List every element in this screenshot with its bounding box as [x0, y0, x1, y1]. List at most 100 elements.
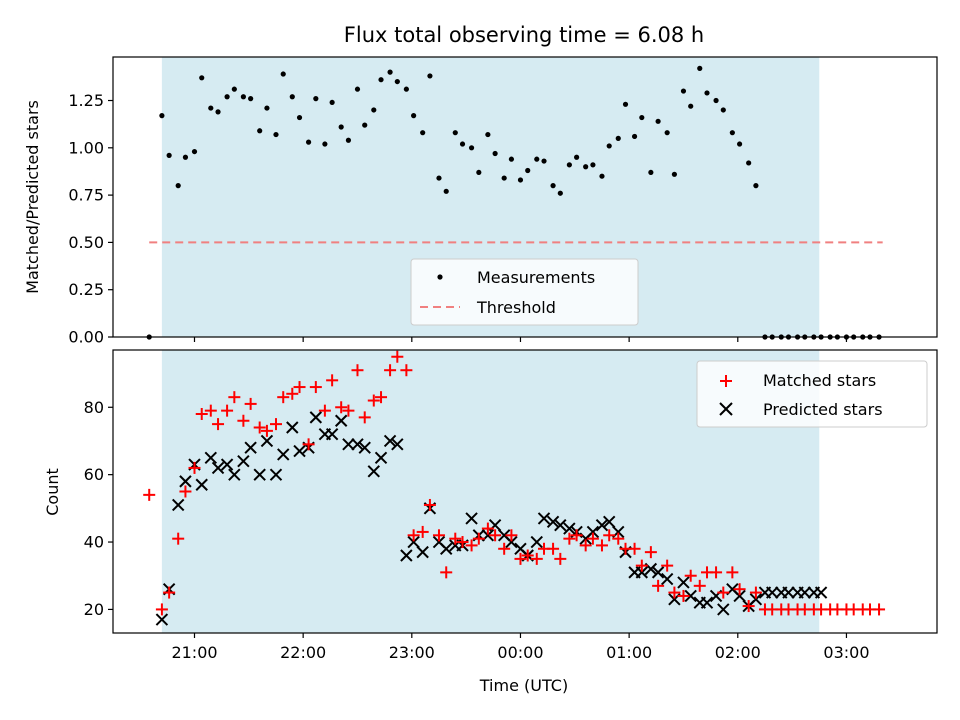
- legend-label-threshold: Threshold: [476, 298, 556, 317]
- predicted-star-point: [563, 522, 576, 535]
- measurement-point: [305, 139, 312, 145]
- top-ytick-label: 1.00: [68, 138, 104, 157]
- matched-star-point: [456, 536, 469, 549]
- measurement-point: [648, 169, 654, 176]
- matched-star-point: [554, 552, 567, 565]
- measurement-point: [273, 131, 279, 138]
- measurement-point: [427, 73, 433, 79]
- matched-star-point: [440, 566, 453, 579]
- predicted-star-point: [635, 566, 649, 579]
- measurement-point: [550, 183, 556, 189]
- matched-star-point: [228, 391, 241, 404]
- predicted-star-point: [277, 448, 290, 461]
- measurement-point: [231, 86, 237, 92]
- measurement-point: [501, 175, 507, 181]
- measurement-point: [492, 150, 498, 157]
- predicted-star-point: [244, 441, 257, 454]
- measurement-point: [631, 133, 638, 140]
- measurement-point: [468, 145, 475, 151]
- matched-star-point: [204, 404, 217, 417]
- predicted-star-point: [400, 549, 413, 562]
- predicted-star-point: [537, 512, 551, 525]
- predicted-star-point: [782, 586, 795, 599]
- predicted-star-point: [237, 454, 250, 468]
- matched-star-point: [400, 364, 413, 377]
- predicted-star-point: [293, 444, 306, 458]
- matched-star-point: [489, 529, 502, 542]
- matched-star-point: [342, 404, 355, 417]
- measurement-point: [182, 154, 189, 160]
- predicted-star-point: [440, 542, 453, 555]
- measurement-point: [583, 164, 589, 170]
- measurement-point: [476, 169, 482, 176]
- predicted-star-point: [416, 545, 429, 559]
- matched-star-point: [628, 542, 641, 555]
- xtick-label: 03:00: [823, 643, 869, 662]
- measurement-point: [534, 156, 540, 162]
- predicted-star-point: [367, 465, 380, 478]
- matched-star-point: [195, 408, 208, 421]
- measurement-point: [436, 175, 442, 181]
- measurement-point: [737, 141, 743, 147]
- predicted-star-point: [342, 438, 355, 451]
- matched-star-point: [269, 418, 282, 431]
- top-ytick-label: 0.25: [68, 280, 104, 299]
- measurement-point: [566, 162, 572, 168]
- matched-star-point: [505, 529, 518, 542]
- bottom-legend: Matched stars Predicted stars: [696, 360, 928, 428]
- top-ytick-label: 0.00: [68, 328, 104, 347]
- measurement-point: [289, 94, 295, 100]
- top-legend-box: [410, 258, 639, 326]
- top-plot-frame: [112, 56, 938, 338]
- predicted-star-point: [651, 566, 665, 579]
- matched-star-point: [449, 532, 462, 545]
- predicted-star-point: [383, 434, 397, 448]
- matched-star-point: [358, 411, 371, 424]
- matched-star-point: [277, 391, 290, 404]
- measurement-point: [240, 94, 246, 100]
- xtick-label: 02:00: [715, 643, 761, 662]
- matched-star-point: [668, 586, 681, 599]
- matched-star-point: [595, 539, 608, 552]
- top-ytick-label: 1.25: [68, 91, 104, 110]
- measurement-point: [338, 124, 344, 130]
- matched-star-point: [309, 381, 322, 394]
- matched-star-point: [677, 589, 690, 602]
- measurement-point: [257, 128, 263, 134]
- matched-star-point: [375, 391, 388, 404]
- matched-star-point: [407, 529, 420, 542]
- predicted-star-point: [171, 498, 185, 512]
- measurement-point: [371, 107, 377, 113]
- matched-star-point: [335, 401, 348, 414]
- matched-star-point: [465, 539, 478, 552]
- measurement-point: [362, 122, 368, 128]
- matched-star-point: [318, 404, 331, 417]
- measurement-point: [345, 137, 352, 143]
- predicted-star-point: [325, 428, 339, 441]
- measurement-point: [508, 156, 515, 162]
- predicted-star-point: [351, 438, 364, 451]
- legend-label-measurements: Measurements: [477, 268, 595, 287]
- predicted-star-point: [554, 518, 567, 532]
- matched-star-point: [472, 532, 485, 545]
- matched-star-point: [563, 532, 576, 545]
- matched-star-point: [155, 603, 168, 616]
- measurement-point: [394, 78, 400, 85]
- matched-star-point: [253, 421, 266, 434]
- measurement-point: [729, 130, 735, 136]
- xtick-label: 22:00: [280, 643, 326, 662]
- xtick-label: 01:00: [606, 643, 652, 662]
- measurement-point: [622, 101, 629, 107]
- measurement-point: [280, 71, 286, 77]
- predicted-star-point: [269, 468, 283, 481]
- predicted-star-point: [465, 512, 478, 525]
- predicted-star-point: [286, 421, 299, 434]
- matched-star-point: [514, 552, 527, 565]
- matched-star-point: [221, 404, 234, 417]
- measurement-point: [753, 183, 759, 189]
- predicted-star-point: [253, 468, 266, 481]
- matched-star-point: [873, 603, 886, 616]
- measurement-point: [296, 114, 303, 121]
- measurement-point: [313, 96, 319, 102]
- matched-star-point: [726, 566, 739, 579]
